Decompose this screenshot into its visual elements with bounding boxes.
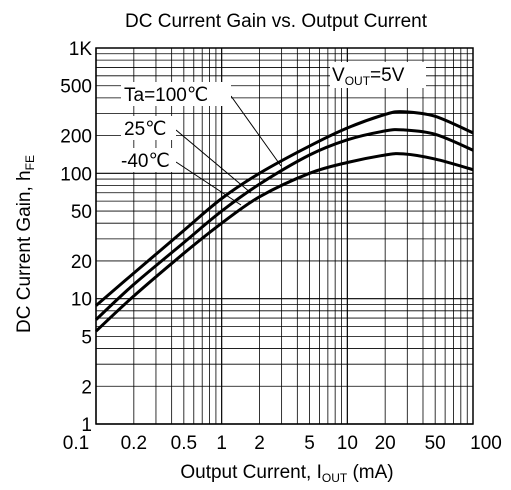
series-layer: [94, 110, 474, 333]
leader-m40c: [175, 161, 242, 206]
series-label-m40c: -40℃: [121, 151, 170, 172]
x-tick-label: 100: [470, 433, 502, 454]
x-axis-label-unit: (mA): [347, 462, 393, 483]
label-bg-ta100: [121, 82, 231, 106]
y-tick-label: 20: [71, 252, 92, 273]
x-tick-label: 0.5: [171, 433, 197, 454]
y-tick-label: 50: [71, 202, 92, 223]
plot-frame: [95, 47, 474, 425]
x-tick-label: 0.1: [63, 433, 89, 454]
condition-bg: [330, 62, 426, 88]
y-tick-label: 10: [71, 290, 92, 311]
condition-rest: =5V: [370, 65, 405, 86]
x-axis-label: Output Current, IOUT (mA): [180, 462, 393, 485]
y-tick-label: 500: [60, 77, 92, 98]
x-tick-label: 20: [375, 433, 396, 454]
y-tick-label: 200: [60, 127, 92, 148]
y-tick-label: 1: [81, 415, 92, 436]
y-tick-label: 2: [81, 377, 92, 398]
x-axis-label-sub: OUT: [322, 471, 348, 485]
label-bg-25c: [121, 116, 176, 140]
chart-title: DC Current Gain vs. Output Current: [125, 11, 428, 32]
series-line-0: [95, 110, 474, 307]
grid: [95, 48, 473, 425]
condition-main: V: [332, 65, 345, 86]
series-line-1: [94, 128, 474, 321]
x-tick-label: 10: [337, 433, 358, 454]
y-axis-label-sub: FE: [23, 155, 37, 170]
condition-label: VOUT=5V: [332, 65, 405, 88]
x-tick-label: 0.2: [121, 433, 147, 454]
y-tick-label: 1K: [69, 39, 93, 60]
y-axis-label: DC Current Gain, hFE: [14, 155, 37, 333]
x-tick-label: 2: [254, 433, 265, 454]
series-label-25c: 25℃: [124, 119, 166, 140]
leader-25c: [175, 129, 252, 194]
x-tick-label: 50: [425, 433, 446, 454]
series-leaders: [175, 95, 282, 206]
x-axis-label-main: Output Current, I: [180, 462, 322, 483]
y-tick-labels: 1 2 5 10 20 50 100 200 500 1K: [60, 39, 92, 436]
y-tick-label: 100: [60, 164, 92, 185]
x-tick-labels: 0.1 0.2 0.5 1 2 5 10 20 50 100: [63, 433, 502, 454]
y-tick-label: 5: [81, 327, 92, 348]
condition-sub: OUT: [345, 74, 371, 88]
series-line-2: [94, 152, 474, 333]
label-bg-m40c: [119, 148, 176, 172]
y-axis-label-main: DC Current Gain, h: [14, 170, 35, 333]
series-label-ta100: Ta=100℃: [124, 85, 208, 106]
leader-ta100: [230, 95, 282, 167]
x-tick-label: 5: [304, 433, 315, 454]
x-tick-label: 1: [216, 433, 227, 454]
